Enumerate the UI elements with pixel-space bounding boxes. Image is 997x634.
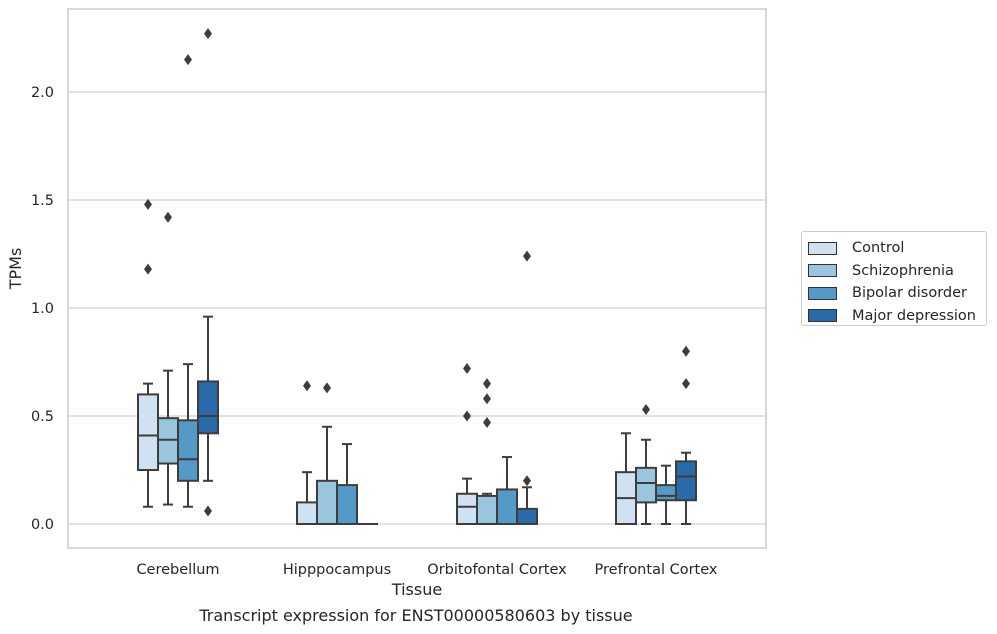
legend-item-control: Control — [808, 237, 986, 260]
outlier-point — [164, 211, 172, 223]
legend-swatch-control — [808, 241, 837, 255]
x-tick-label: Cerebellum — [136, 562, 219, 578]
box — [296, 501, 318, 525]
x-tick-label: Orbitofontal Cortex — [427, 562, 567, 578]
legend-label-bipolar-disorder: Bipolar disorder — [852, 285, 967, 302]
outlier-point — [463, 410, 471, 422]
outlier-point — [483, 378, 491, 390]
legend-swatch-schizophrenia — [808, 264, 837, 278]
box — [157, 417, 179, 465]
legend-label-control: Control — [852, 240, 905, 257]
outlier-point — [323, 382, 331, 394]
y-tick-label: 1.5 — [31, 193, 54, 209]
box — [496, 488, 518, 526]
box — [197, 380, 219, 435]
y-tick-label: 0.5 — [31, 409, 54, 425]
legend: Control Schizophrenia Bipolar disorder M… — [801, 231, 987, 326]
legend-item-bipolar-disorder: Bipolar disorder — [808, 282, 986, 305]
y-tick-label: 0.0 — [31, 517, 54, 533]
y-tick-label: 2.0 — [31, 85, 54, 101]
outlier-point — [204, 28, 212, 40]
box — [516, 507, 538, 526]
legend-label-major-depression: Major depression — [852, 307, 976, 324]
outlier-point — [682, 378, 690, 390]
legend-swatch-bipolar-disorder — [808, 286, 837, 300]
box — [177, 419, 199, 482]
box — [476, 494, 498, 526]
legend-item-schizophrenia: Schizophrenia — [808, 260, 986, 283]
x-axis-label: Tissue — [391, 580, 442, 599]
outlier-point — [463, 362, 471, 374]
outlier-point — [523, 250, 531, 262]
chart-caption: Transcript expression for ENST0000058060… — [199, 606, 633, 625]
box — [635, 466, 657, 504]
outlier-point — [204, 505, 212, 517]
box — [336, 484, 358, 525]
outlier-point — [483, 393, 491, 405]
legend-item-major-depression: Major depression — [808, 305, 986, 328]
outlier-point — [523, 475, 531, 487]
box — [675, 460, 697, 502]
outlier-point — [483, 416, 491, 428]
x-tick-label: Hipppocampus — [283, 562, 391, 578]
outlier-point — [144, 263, 152, 275]
outlier-point — [642, 404, 650, 416]
legend-swatch-major-depression — [808, 309, 837, 323]
box — [137, 393, 159, 471]
outlier-point — [682, 345, 690, 357]
y-axis-label: TPMs — [6, 248, 25, 291]
box — [456, 492, 478, 526]
box — [316, 479, 338, 525]
y-tick-label: 1.0 — [31, 301, 54, 317]
plot-frame — [67, 8, 767, 549]
legend-label-schizophrenia: Schizophrenia — [852, 262, 954, 279]
x-tick-label: Prefrontal Cortex — [595, 562, 718, 578]
box — [655, 484, 677, 502]
outlier-point — [303, 380, 311, 392]
outlier-point — [184, 54, 192, 66]
outlier-point — [144, 198, 152, 210]
